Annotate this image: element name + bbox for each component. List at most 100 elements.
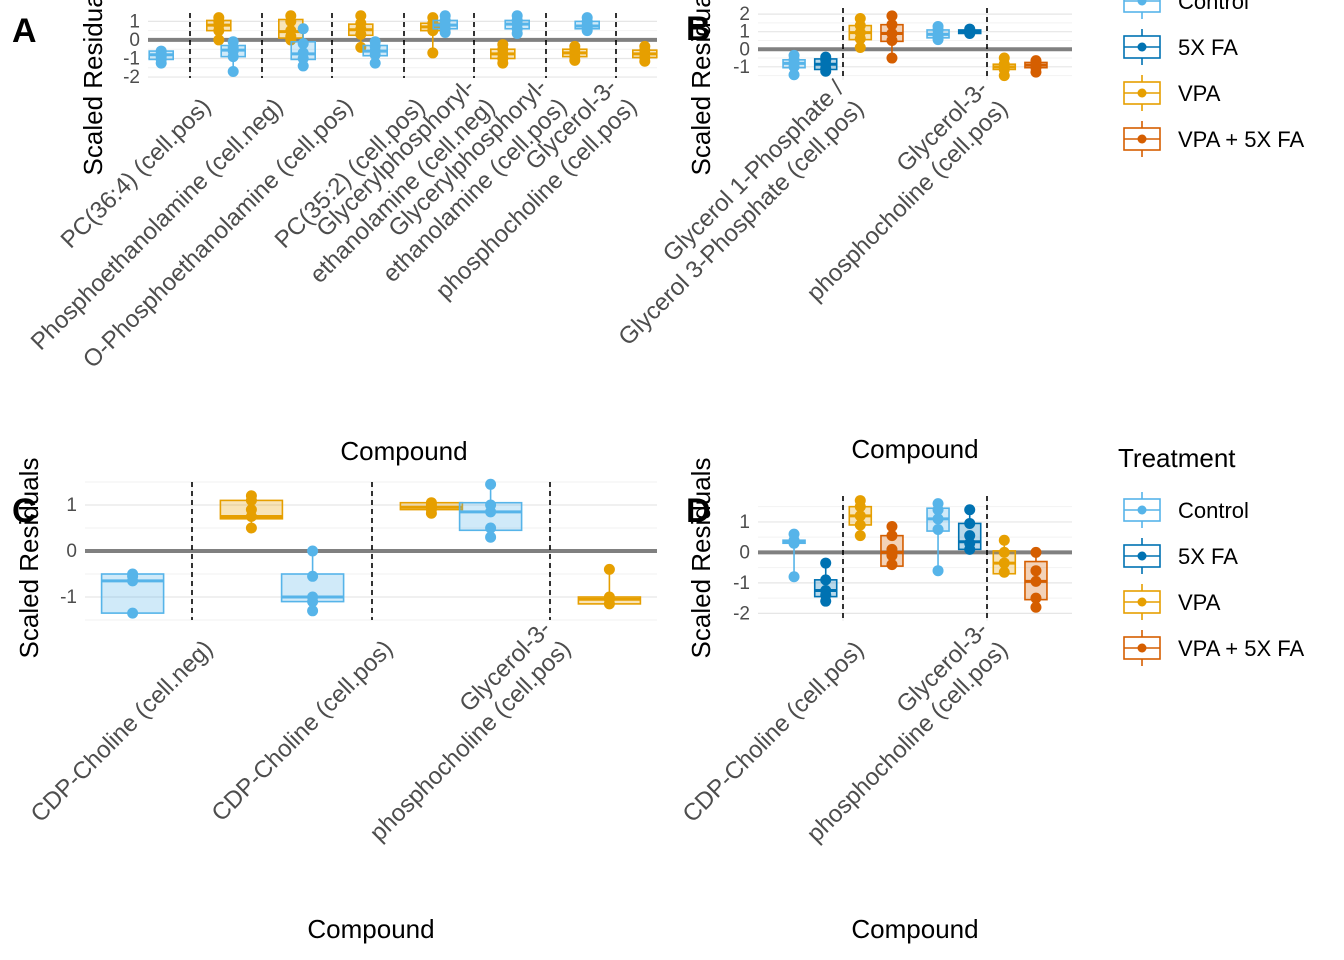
- data-point: [369, 57, 381, 69]
- box-control: [220, 36, 246, 77]
- data-point: [307, 591, 319, 603]
- box-control: [782, 49, 806, 81]
- box-control: [280, 545, 345, 617]
- data-point: [932, 498, 944, 510]
- box-5x-fa: [813, 557, 838, 607]
- data-point: [964, 530, 976, 542]
- legend-point: [1137, 88, 1147, 98]
- box-vpa: [399, 497, 464, 519]
- data-point: [297, 38, 309, 50]
- y-axis-title: Scaled Residuals: [686, 458, 716, 659]
- box-control: [782, 528, 806, 583]
- legend-point: [1137, 597, 1147, 607]
- data-point: [485, 531, 497, 543]
- legend-key: [1123, 29, 1161, 65]
- data-point: [820, 557, 832, 569]
- box-5x-fa: [957, 504, 982, 555]
- box-vpa: [631, 40, 658, 67]
- y-tick-label: 0: [739, 39, 750, 60]
- data-point: [886, 520, 898, 532]
- legend-key: [1123, 121, 1161, 157]
- box-vpa: [561, 40, 588, 66]
- data-point: [820, 51, 832, 63]
- data-point: [285, 25, 297, 37]
- data-point: [245, 490, 257, 502]
- data-point: [964, 517, 976, 529]
- data-point: [307, 545, 319, 557]
- data-point: [603, 591, 615, 603]
- panel-tag: B: [686, 10, 711, 48]
- data-point: [581, 12, 593, 24]
- data-point: [854, 42, 866, 54]
- box-vpa: [219, 490, 284, 534]
- data-point: [932, 565, 944, 577]
- box-control: [926, 20, 950, 46]
- data-point: [307, 605, 319, 617]
- box-control: [504, 10, 531, 39]
- box-vpa: [489, 39, 516, 69]
- data-point: [1030, 565, 1042, 577]
- x-tick-label: CDP-Choline (cell.pos): [207, 635, 399, 827]
- data-point: [485, 522, 497, 534]
- data-point: [297, 47, 309, 59]
- box-vpa-5x-fa: [880, 520, 904, 571]
- y-tick-label: -2: [733, 603, 750, 624]
- box-vpa-5x-fa: [1024, 546, 1048, 613]
- y-tick-label: 1: [129, 11, 140, 32]
- data-point: [820, 574, 832, 586]
- data-point: [998, 546, 1010, 558]
- data-point: [1030, 575, 1042, 587]
- data-point: [227, 66, 239, 77]
- data-point: [297, 23, 309, 35]
- legend-bottom: Treatment Control 5X FA VPA VPA + 5X FA: [1118, 443, 1304, 666]
- box-control: [148, 45, 174, 69]
- box-vpa: [848, 495, 873, 542]
- y-tick-label: -1: [60, 587, 77, 608]
- box-vpa: [577, 563, 642, 610]
- data-point: [964, 504, 976, 516]
- y-tick-label: 1: [739, 512, 750, 533]
- data-point: [427, 47, 439, 59]
- data-point: [155, 45, 167, 57]
- y-tick-label: -1: [733, 573, 750, 594]
- data-point: [569, 40, 581, 52]
- data-point: [485, 478, 497, 490]
- box-control: [290, 23, 317, 72]
- y-tick-label: 2: [739, 4, 750, 25]
- data-point: [127, 568, 139, 580]
- legend-point: [1137, 134, 1147, 144]
- data-point: [1030, 546, 1042, 558]
- box-control: [362, 36, 389, 69]
- x-tick-label: CDP-Choline (cell.neg): [26, 635, 219, 828]
- data-point: [1030, 55, 1042, 67]
- data-point: [886, 10, 898, 22]
- data-point: [932, 20, 944, 32]
- data-point: [425, 497, 437, 509]
- x-axis-title: Compound: [851, 914, 978, 944]
- legend-label: VPA + 5X FA: [1178, 127, 1304, 152]
- y-axis-title: Scaled Residuals: [14, 458, 44, 659]
- legend-top: Control 5X FA VPA VPA + 5X FA: [1123, 0, 1304, 157]
- data-point: [1030, 592, 1042, 604]
- data-point: [639, 40, 651, 52]
- data-point: [886, 52, 898, 64]
- data-point: [227, 36, 239, 48]
- legend-label: Control: [1178, 498, 1249, 523]
- data-point: [998, 557, 1010, 569]
- y-tick-label: 0: [66, 541, 77, 562]
- data-point: [932, 513, 944, 525]
- legend-point: [1137, 0, 1147, 6]
- legend-label: VPA: [1178, 590, 1221, 615]
- box-vpa-5x-fa: [880, 10, 904, 64]
- data-point: [788, 49, 800, 61]
- legend-label: Control: [1178, 0, 1249, 14]
- box-control: [574, 12, 601, 37]
- data-point: [307, 570, 319, 582]
- y-tick-label: -1: [123, 49, 140, 70]
- box-control: [100, 568, 165, 619]
- box-vpa: [992, 534, 1017, 578]
- box-vpa-5x-fa: [1024, 55, 1048, 78]
- legend-label: 5X FA: [1178, 544, 1238, 569]
